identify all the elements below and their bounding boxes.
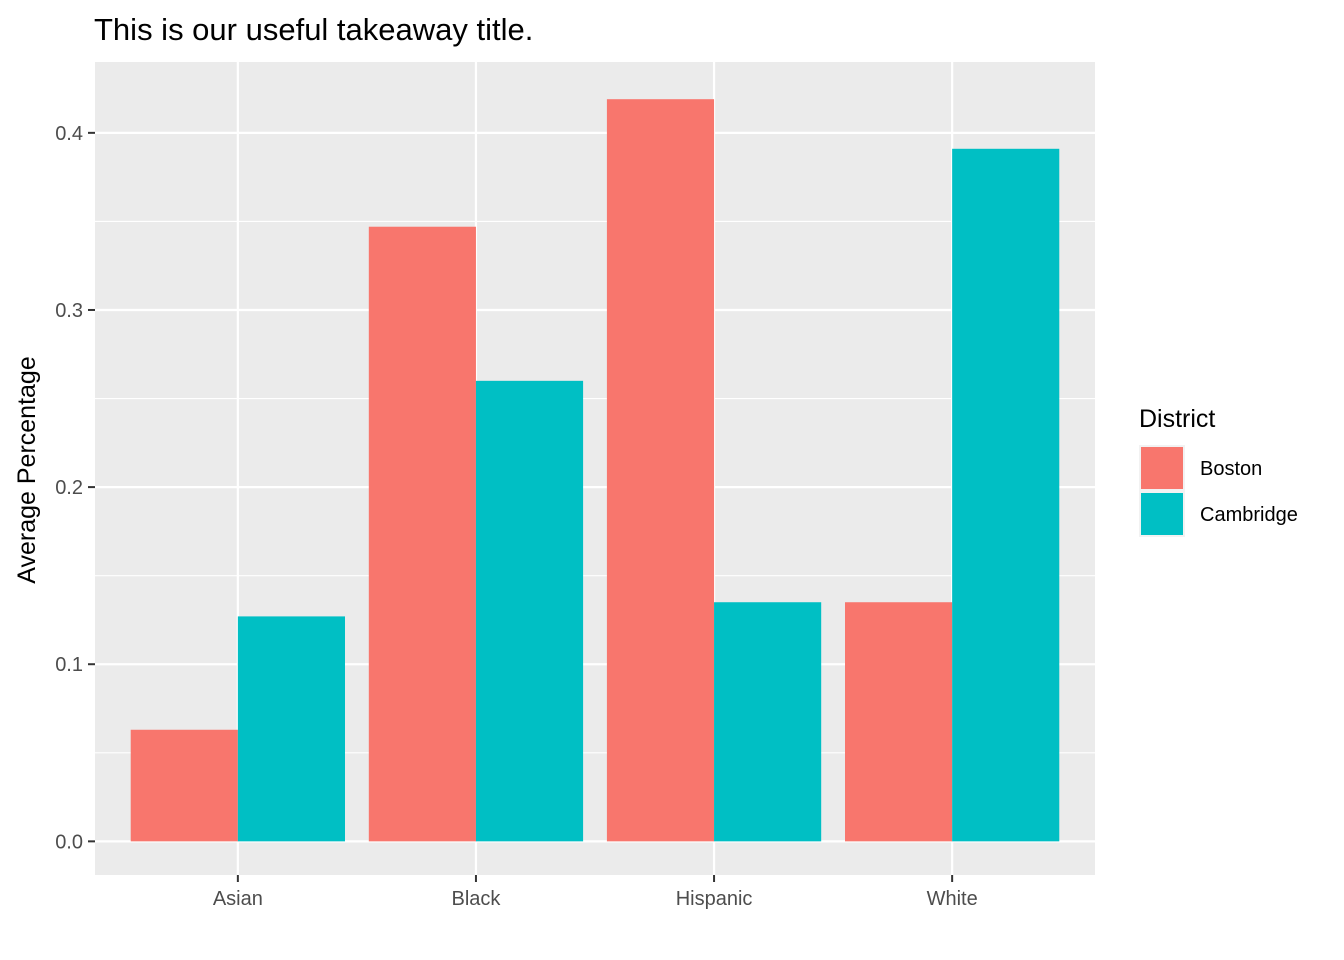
- bar-boston-asian: [130, 729, 238, 842]
- y-tick-label: 0.0: [55, 831, 83, 853]
- legend-swatch-boston: [1141, 447, 1183, 489]
- y-axis: 0.0 0.1 0.2 0.3 0.4: [55, 123, 95, 853]
- bar-cambridge-hispanic: [714, 602, 822, 842]
- bar-cambridge-white: [952, 148, 1060, 842]
- bar-boston-white: [845, 602, 953, 842]
- bar-boston-black: [368, 226, 476, 842]
- y-tick-label: 0.4: [55, 123, 83, 145]
- y-axis-title: Average Percentage: [13, 356, 41, 583]
- legend: District Boston Cambridge: [1139, 405, 1298, 537]
- x-tick-label: Hispanic: [676, 888, 753, 910]
- x-axis: Asian Black Hispanic White: [213, 875, 978, 910]
- y-tick-label: 0.1: [55, 654, 83, 676]
- x-tick-label: Asian: [213, 888, 263, 910]
- bar-boston-hispanic: [606, 99, 715, 842]
- bar-cambridge-asian: [237, 616, 345, 842]
- legend-title: District: [1139, 405, 1215, 433]
- bar-cambridge-black: [475, 380, 584, 842]
- legend-label-cambridge: Cambridge: [1200, 504, 1298, 526]
- bars: [130, 99, 1060, 842]
- legend-swatch-cambridge: [1141, 493, 1183, 535]
- x-tick-label: White: [927, 888, 978, 910]
- y-tick-label: 0.3: [55, 300, 83, 322]
- chart-title: This is our useful takeaway title.: [94, 12, 533, 47]
- legend-label-boston: Boston: [1200, 458, 1262, 480]
- x-tick-label: Black: [451, 888, 501, 910]
- y-tick-label: 0.2: [55, 477, 83, 499]
